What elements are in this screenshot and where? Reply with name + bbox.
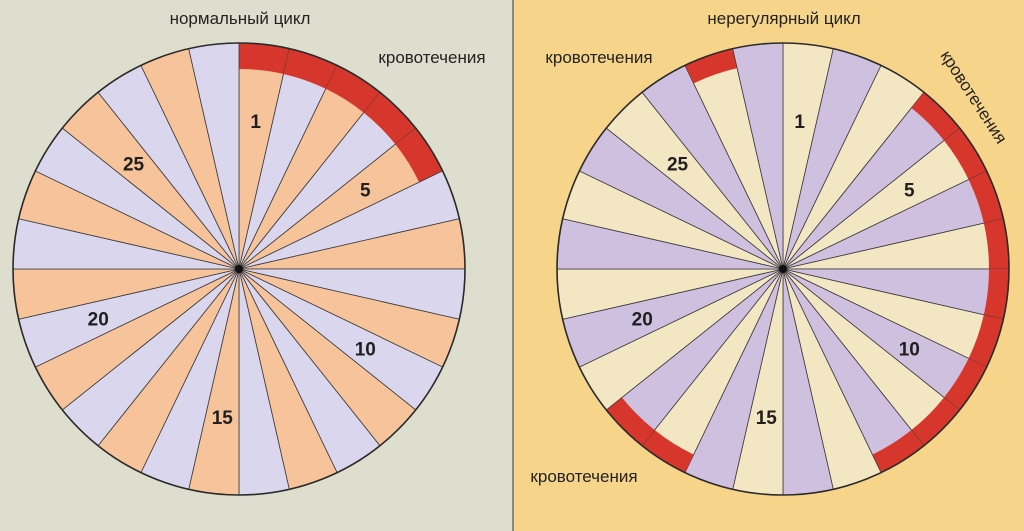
day-number-1: 1 bbox=[794, 112, 805, 133]
normal-cycle-panel: нормальный цикл кровотечения 1 5 10 15 20 25 bbox=[0, 0, 512, 531]
bleeding-mark-day-9 bbox=[968, 314, 1004, 368]
bleeding-mark-day-11 bbox=[911, 397, 960, 446]
day-number-15: 15 bbox=[212, 408, 234, 429]
wheel-rim bbox=[12, 42, 466, 496]
bleeding-mark-day-7 bbox=[983, 218, 1009, 269]
panel-title: нерегулярный цикл bbox=[707, 9, 860, 28]
cycle-wheel bbox=[12, 42, 466, 496]
bleeding-mark-day-5 bbox=[944, 128, 987, 180]
irregular-cycle-panel: нерегулярный цикл кровотечения кровотече… bbox=[514, 0, 1024, 531]
day-number-5: 5 bbox=[904, 181, 915, 202]
irregular-cycle-diagram: нерегулярный цикл кровотечения кровотече… bbox=[514, 0, 1024, 531]
day-number-10: 10 bbox=[899, 339, 920, 360]
day-number-10: 10 bbox=[355, 339, 376, 360]
bleeding-mark-day-17 bbox=[642, 430, 694, 473]
day-number-25: 25 bbox=[123, 155, 145, 176]
panel-title: нормальный цикл bbox=[170, 9, 311, 28]
bleeding-mark-day-27 bbox=[684, 48, 738, 84]
day-number-15: 15 bbox=[756, 408, 778, 429]
bleeding-mark-day-1 bbox=[239, 43, 290, 75]
bleeding-mark-day-10 bbox=[944, 358, 987, 410]
bleeding-label-top-left: кровотечения bbox=[545, 48, 652, 67]
wheel-center bbox=[235, 265, 243, 273]
day-number-20: 20 bbox=[88, 309, 109, 330]
cycle-wheel bbox=[556, 42, 1010, 496]
bleeding-mark-day-12 bbox=[872, 430, 924, 473]
bleeding-mark-day-18 bbox=[606, 397, 655, 446]
bleeding-label-bottom-left: кровотечения bbox=[530, 467, 637, 486]
bleeding-label: кровотечения bbox=[378, 48, 485, 67]
bleeding-mark-day-8 bbox=[983, 269, 1009, 320]
bleeding-mark-day-5 bbox=[395, 128, 443, 183]
bleeding-mark-day-4 bbox=[363, 92, 416, 145]
day-number-1: 1 bbox=[250, 112, 261, 133]
bleeding-mark-day-2 bbox=[283, 48, 338, 89]
day-number-25: 25 bbox=[667, 155, 689, 176]
bleeding-mark-day-3 bbox=[325, 65, 380, 113]
day-number-5: 5 bbox=[360, 181, 371, 202]
bleeding-mark-day-4 bbox=[911, 92, 960, 141]
panel-divider bbox=[512, 0, 514, 531]
bleeding-mark-day-6 bbox=[968, 170, 1004, 224]
wheel-rim bbox=[556, 42, 1010, 496]
day-number-20: 20 bbox=[632, 309, 653, 330]
wheel-center bbox=[779, 265, 787, 273]
